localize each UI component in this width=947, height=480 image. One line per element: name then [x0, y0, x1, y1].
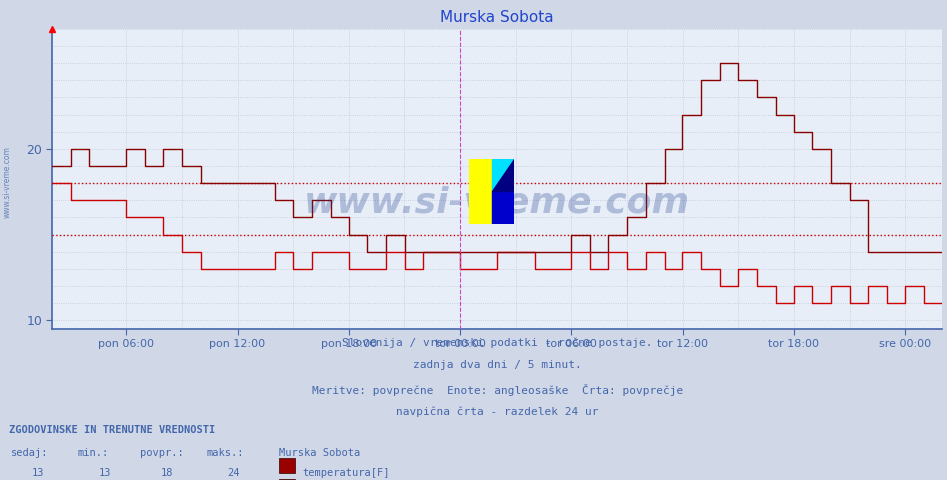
Text: povpr.:: povpr.:	[140, 448, 184, 458]
Text: 24: 24	[227, 468, 240, 478]
Polygon shape	[491, 159, 514, 192]
Text: www.si-vreme.com: www.si-vreme.com	[304, 186, 690, 220]
Title: Murska Sobota: Murska Sobota	[440, 10, 554, 25]
Text: Slovenija / vremenski podatki - ročne postaje.: Slovenija / vremenski podatki - ročne po…	[342, 337, 652, 348]
Text: 13: 13	[32, 468, 45, 478]
Text: 13: 13	[98, 468, 111, 478]
Text: maks.:: maks.:	[206, 448, 244, 458]
Text: navpična črta - razdelek 24 ur: navpična črta - razdelek 24 ur	[396, 407, 599, 417]
Polygon shape	[491, 192, 514, 224]
Text: temperatura[F]: temperatura[F]	[302, 468, 389, 478]
Text: sedaj:: sedaj:	[11, 448, 49, 458]
Text: ZGODOVINSKE IN TRENUTNE VREDNOSTI: ZGODOVINSKE IN TRENUTNE VREDNOSTI	[9, 425, 216, 435]
Text: www.si-vreme.com: www.si-vreme.com	[3, 146, 12, 218]
Bar	[469, 159, 491, 224]
Text: Meritve: povprečne  Enote: angleosaške  Črta: povprečje: Meritve: povprečne Enote: angleosaške Čr…	[312, 384, 683, 396]
Text: 18: 18	[161, 468, 173, 478]
Polygon shape	[491, 159, 514, 192]
Text: min.:: min.:	[78, 448, 109, 458]
Text: Murska Sobota: Murska Sobota	[279, 448, 361, 458]
Text: zadnja dva dni / 5 minut.: zadnja dva dni / 5 minut.	[413, 360, 581, 371]
